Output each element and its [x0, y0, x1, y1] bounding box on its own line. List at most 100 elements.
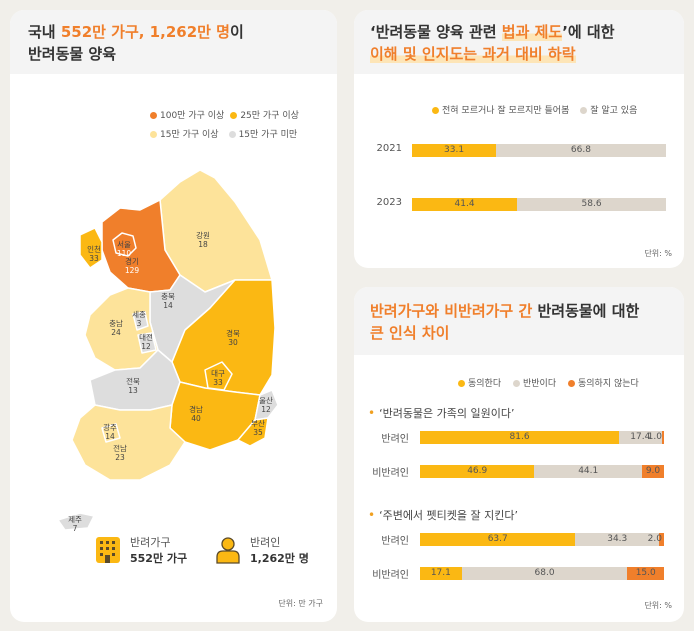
- households-label: 반려가구: [130, 536, 171, 549]
- data-label: 33.1: [444, 145, 465, 155]
- bar-segment: 34.3: [575, 533, 660, 546]
- question-family: • ‘반려동물은 가족의 일원이다’: [368, 406, 515, 420]
- data-label: 68.0: [534, 568, 555, 578]
- map-label-gyeongbuk: 경북: [226, 328, 240, 338]
- data-label: 9.0: [645, 466, 661, 476]
- map-value-chungbuk: 14: [163, 301, 173, 310]
- stacked-bar: 63.7 34.3 2.0: [420, 533, 664, 546]
- data-label: 15.0: [635, 568, 656, 578]
- data-label: 81.6: [509, 432, 530, 442]
- map-value-jeonbuk: 13: [128, 386, 138, 395]
- person-icon: [216, 537, 240, 564]
- map-label-daegu: 대구: [211, 369, 225, 378]
- legend-dot: [228, 131, 236, 138]
- region-daejeon: [137, 332, 157, 354]
- people-label: 반려인: [250, 536, 281, 549]
- bar-segment: 9.0: [642, 465, 664, 478]
- bottom-right-legend: 동의한다 반반이다 동의하지 않는다: [458, 376, 639, 389]
- map-value-gwangju: 14: [105, 432, 115, 441]
- legend-dot: [580, 107, 588, 114]
- bar-segment: 68.0: [461, 567, 628, 580]
- map-value-busan: 35: [253, 428, 263, 437]
- category-label: 2021: [376, 143, 402, 154]
- map-value-gyeongbuk: 30: [228, 338, 238, 347]
- map-value-ulsan: 12: [261, 405, 271, 414]
- map-value-sejong: 3: [137, 319, 142, 328]
- bar-segment: 1.0: [648, 431, 664, 444]
- legend-dot: [150, 131, 157, 138]
- left-unit: 단위: 만 가구: [278, 599, 323, 608]
- people-summary: 반려인 1,262만 명: [215, 534, 309, 566]
- bar-segment: 17.4: [619, 431, 662, 444]
- legend-dot: [432, 107, 439, 114]
- map-label-gyeonggi: 경기: [125, 256, 139, 266]
- map-value-gyeonggi: 129: [125, 266, 140, 275]
- left-card: 국내 552만 가구, 1,262만 명이 반려동물 양육 100만 가구 이상…: [10, 10, 337, 622]
- legend-item-agree: 동의한다: [458, 379, 501, 389]
- map-label-daejeon: 대전: [139, 332, 153, 342]
- map-label-seoul: 서울: [117, 240, 131, 249]
- map-value-jeonnam: 23: [115, 453, 125, 462]
- legend-item-under15: 15만 가구 미만: [228, 127, 297, 140]
- map-label-gyeongnam: 경남: [189, 404, 203, 414]
- bar-segment: 2.0: [648, 533, 664, 546]
- region-gwangju: [101, 423, 121, 443]
- bottom-right-header: 반려가구와 비반려가구 간 반려동물에 대한 큰 인식 차이: [354, 287, 684, 355]
- category-label: 2023: [376, 197, 402, 208]
- map-value-seoul: 110: [117, 249, 132, 258]
- bar-segment: 63.7: [420, 533, 576, 546]
- data-label: 63.7: [487, 534, 508, 544]
- map-label-gwangju: 광주: [103, 422, 117, 432]
- region-jeju: [57, 512, 95, 531]
- map-label-sejong: 세종: [132, 310, 146, 319]
- bar-segment: 44.1: [534, 465, 643, 478]
- region-daegu: [204, 361, 233, 391]
- bullet-icon: •: [368, 508, 376, 522]
- left-card-header: 국내 552만 가구, 1,262만 명이 반려동물 양육: [10, 10, 337, 74]
- legend-item-25: 25만 가구 이상: [230, 108, 299, 121]
- data-label: 1.0: [647, 432, 662, 442]
- question-petiquette: • ‘주변에서 펫티켓을 잘 지킨다’: [368, 508, 519, 522]
- region-incheon: [79, 227, 103, 269]
- stacked-bar: 33.1 66.8: [412, 144, 666, 157]
- bar-segment: 58.6: [517, 198, 666, 211]
- top-right-title-line2: 이해 및 인지도는 과거 대비 하락: [370, 45, 576, 63]
- category-label: 비반려인: [372, 570, 409, 581]
- stacked-bar: 17.1 68.0 15.0: [420, 567, 664, 580]
- map-label-ulsan: 울산: [259, 395, 273, 405]
- map-label-jeonbuk: 전북: [126, 376, 140, 386]
- map-value-jeju: 7: [73, 524, 78, 533]
- top-right-legend: 전혀 모르거나 잘 모르지만 들어봄 잘 알고 있음: [432, 103, 637, 116]
- bullet-icon: •: [368, 406, 376, 420]
- map-label-busan: 부산: [251, 418, 265, 428]
- map-label-chungnam: 충남: [109, 319, 123, 328]
- legend-dot: [230, 112, 238, 119]
- top-right-card: ‘반려동물 양육 관련 법과 제도’에 대한 이해 및 인지도는 과거 대비 하…: [354, 10, 684, 268]
- map-value-incheon: 33: [89, 254, 99, 263]
- left-card-title-line2: 반려동물 양육: [28, 45, 117, 63]
- bottom-right-title-line2: 큰 인식 차이: [370, 324, 450, 342]
- legend-dot: [458, 380, 465, 387]
- bottom-right-unit: 단위: %: [644, 601, 672, 610]
- legend-dot: [150, 112, 157, 119]
- map-label-jeju: 제주: [68, 515, 82, 524]
- region-sejong: [132, 311, 149, 331]
- bar-segment: 15.0: [627, 567, 664, 580]
- legend-item-unaware: 전혀 모르거나 잘 모르지만 들어봄: [432, 106, 569, 116]
- bar-segment: 81.6: [420, 431, 620, 444]
- bar-segment: 17.1: [420, 567, 462, 580]
- top-right-unit: 단위: %: [644, 249, 672, 258]
- category-label: 반려인: [381, 434, 409, 445]
- legend-dot: [513, 380, 520, 387]
- people-value: 1,262만 명: [250, 552, 309, 565]
- map-label-gangwon: 강원: [196, 230, 210, 240]
- data-label: 34.3: [607, 534, 628, 544]
- households-summary: 반려가구 552만 가구: [95, 534, 187, 566]
- bottom-right-card: 반려가구와 비반려가구 간 반려동물에 대한 큰 인식 차이 동의한다 반반이다…: [354, 287, 684, 622]
- map-value-daegu: 33: [213, 378, 223, 387]
- top-right-header: ‘반려동물 양육 관련 법과 제도’에 대한 이해 및 인지도는 과거 대비 하…: [354, 10, 684, 74]
- stacked-bar: 46.9 44.1 9.0: [420, 465, 664, 478]
- stacked-bar: 41.4 58.6: [412, 198, 666, 211]
- legend-item-neutral: 반반이다: [513, 379, 556, 389]
- data-label: 58.6: [581, 199, 602, 209]
